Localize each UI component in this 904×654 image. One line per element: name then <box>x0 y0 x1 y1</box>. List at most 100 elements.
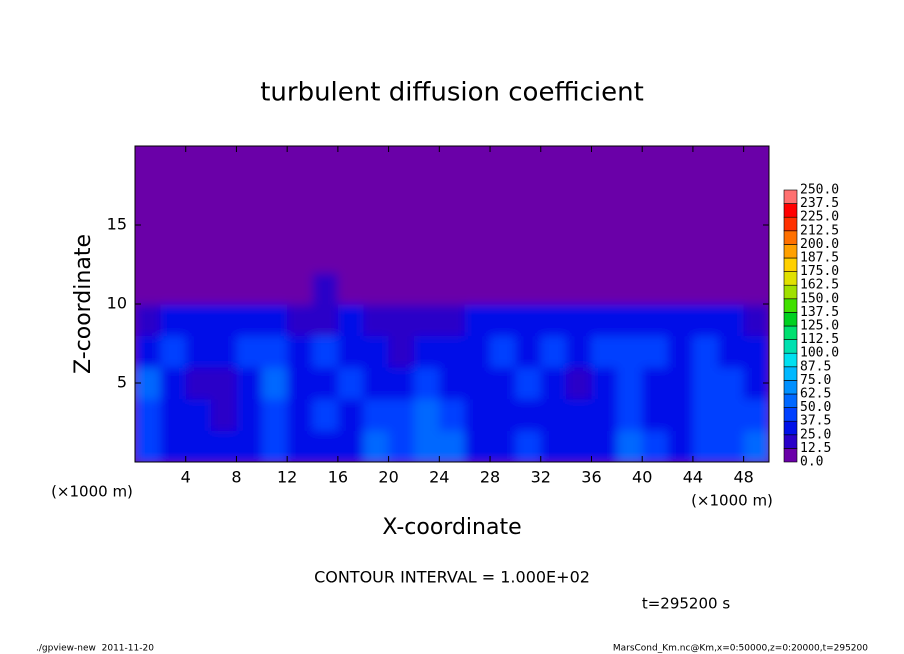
cell <box>718 367 745 400</box>
cell <box>337 146 364 179</box>
colorbar-label: 237.5 <box>800 196 839 211</box>
cell <box>135 304 161 337</box>
cell <box>261 430 288 462</box>
cell <box>540 177 567 210</box>
cell <box>236 146 263 179</box>
x-tick-label: 12 <box>277 468 297 487</box>
cell <box>388 240 415 273</box>
cell <box>692 367 719 400</box>
cell <box>566 304 592 337</box>
cell <box>490 177 516 210</box>
cell <box>312 177 339 210</box>
cell <box>236 240 263 273</box>
cell <box>566 240 592 273</box>
x-tick-label: 32 <box>531 468 551 487</box>
cell <box>616 367 643 400</box>
cell <box>439 272 466 305</box>
cell <box>413 240 440 273</box>
cell <box>566 430 592 462</box>
y-tick-label: 10 <box>107 294 127 313</box>
cell <box>464 430 491 462</box>
cell <box>591 367 618 400</box>
cell <box>566 177 592 210</box>
time-label: t=295200 s <box>642 595 730 613</box>
cell <box>439 146 466 179</box>
colorbar-label: 225.0 <box>800 210 839 225</box>
cell <box>667 398 694 431</box>
cell <box>312 240 339 273</box>
cell <box>363 240 390 273</box>
cell <box>692 430 719 462</box>
colorbar-label: 0.0 <box>800 455 823 470</box>
cell <box>287 398 314 431</box>
cell <box>642 240 669 273</box>
cell <box>211 240 237 273</box>
cell <box>540 209 567 242</box>
cell <box>642 430 669 462</box>
cell <box>490 304 516 337</box>
colorbar-swatch <box>783 203 798 218</box>
cell <box>490 335 516 368</box>
cell <box>236 398 263 431</box>
cell <box>312 430 339 462</box>
cell <box>566 272 592 305</box>
cell <box>185 430 212 462</box>
cell <box>211 335 237 368</box>
cell <box>413 209 440 242</box>
colorbar-label: 162.5 <box>800 278 839 293</box>
x-tick-label: 36 <box>581 468 601 487</box>
cell <box>185 398 212 431</box>
cell <box>363 398 390 431</box>
cell <box>718 304 745 337</box>
colorbar-swatch <box>783 393 798 408</box>
cell <box>743 304 769 337</box>
cell <box>464 240 491 273</box>
cell <box>490 398 516 431</box>
cell <box>261 398 288 431</box>
cell <box>413 335 440 368</box>
cell <box>616 177 643 210</box>
cell <box>185 304 212 337</box>
colorbar-swatch <box>783 448 798 463</box>
cell <box>667 209 694 242</box>
cell <box>540 272 567 305</box>
cell <box>692 272 719 305</box>
cell <box>540 146 567 179</box>
colorbar-label: 175.0 <box>800 264 839 279</box>
cell <box>591 430 618 462</box>
cell <box>591 272 618 305</box>
cell <box>490 146 516 179</box>
colorbar-swatch <box>783 352 798 368</box>
cell <box>185 367 212 400</box>
cell <box>211 177 237 210</box>
cell <box>515 240 542 273</box>
cell <box>388 177 415 210</box>
x-unit: (×1000 m) <box>51 483 133 501</box>
cell <box>692 240 719 273</box>
cell <box>743 335 769 368</box>
colorbar-label: 112.5 <box>800 332 839 347</box>
cell <box>591 209 618 242</box>
cell <box>667 430 694 462</box>
x-tick-label: 4 <box>181 468 191 487</box>
cell <box>692 335 719 368</box>
cell <box>439 209 466 242</box>
x-tick-label: 20 <box>378 468 398 487</box>
colorbar-swatch <box>783 244 798 259</box>
cell <box>540 240 567 273</box>
cell <box>490 209 516 242</box>
colorbar-label: 75.0 <box>800 373 831 388</box>
cell <box>413 430 440 462</box>
cell <box>236 430 263 462</box>
cell <box>616 272 643 305</box>
cell <box>515 209 542 242</box>
cell <box>515 398 542 431</box>
cell <box>540 430 567 462</box>
cell <box>185 177 212 210</box>
cell <box>566 398 592 431</box>
cell <box>667 367 694 400</box>
cell <box>337 177 364 210</box>
colorbar-swatch <box>783 271 798 286</box>
cell <box>490 240 516 273</box>
cell <box>287 177 314 210</box>
